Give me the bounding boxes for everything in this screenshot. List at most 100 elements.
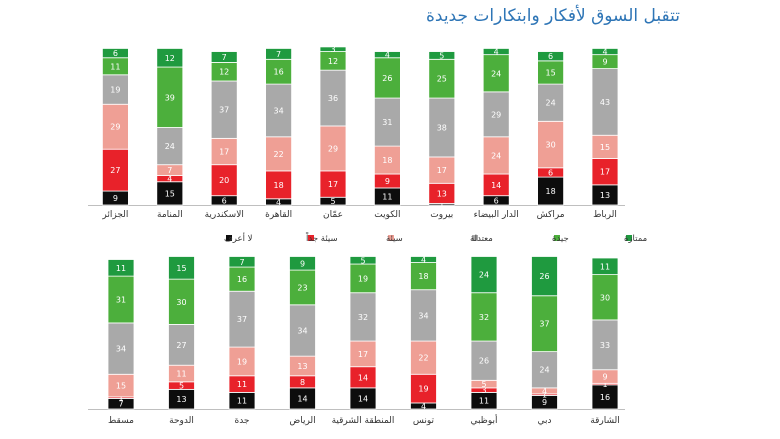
- data-label: 4: [602, 48, 607, 57]
- data-label: 34: [274, 106, 284, 115]
- category-label: الجزائر: [101, 210, 128, 220]
- bar-تونس: 4 19 22 34 18 4: [410, 256, 437, 411]
- data-label: 11: [600, 262, 610, 271]
- data-label: 4: [421, 256, 426, 265]
- data-label: 6: [548, 52, 553, 61]
- legend-item: معتدلة: [470, 234, 493, 244]
- data-label: 18: [546, 187, 556, 196]
- data-label: 7: [276, 50, 281, 59]
- data-label: 43: [600, 98, 610, 107]
- chart-1: 1317154394الرباط1863024156مراكش614242924…: [88, 45, 625, 220]
- category-label: أبوظبي: [470, 414, 497, 426]
- data-label: 31: [116, 296, 126, 305]
- data-label: 1: [118, 394, 123, 403]
- data-label: 13: [297, 362, 307, 371]
- data-label: 23: [297, 283, 307, 292]
- bar-segment: [373, 97, 401, 147]
- data-label: 4: [494, 48, 499, 57]
- data-label: 17: [600, 168, 610, 177]
- bar-segment: [156, 66, 184, 128]
- category-label: مسقط: [108, 416, 134, 426]
- data-label: 38: [437, 124, 447, 133]
- data-label: 12: [328, 57, 338, 66]
- bar-segment: [228, 346, 256, 377]
- chart-title: تتقبل السوق لأفكار وابتكارات جديدة: [425, 6, 680, 26]
- data-label: 37: [219, 106, 229, 115]
- data-label: 30: [176, 298, 186, 307]
- data-label: 5: [439, 51, 444, 60]
- category-label: دبي: [537, 416, 551, 426]
- data-label: 18: [382, 156, 392, 165]
- data-label: 1: [602, 380, 607, 389]
- bar-segment: [482, 54, 510, 93]
- data-label: 32: [358, 313, 368, 322]
- bar-segment: [470, 256, 498, 294]
- data-label: 14: [491, 181, 501, 190]
- data-label: 7: [118, 400, 123, 409]
- bar-segment: [410, 256, 437, 263]
- legend-item: جيدة: [552, 234, 569, 244]
- bar-segment: [470, 340, 498, 381]
- data-label: 6: [222, 196, 227, 205]
- bar-segment: [107, 259, 135, 277]
- legend-label: سيئة جداً: [305, 231, 338, 244]
- data-label: 9: [542, 398, 547, 407]
- data-label: 32: [479, 313, 489, 322]
- data-label: 30: [546, 141, 556, 150]
- data-label: 14: [358, 394, 368, 403]
- data-label: 24: [539, 366, 549, 375]
- category-label: الشارقة: [590, 416, 620, 426]
- data-label: 11: [237, 380, 247, 389]
- data-label: 11: [237, 397, 247, 406]
- data-label: 16: [237, 275, 247, 284]
- data-label: 36: [328, 94, 338, 103]
- data-label: 26: [479, 357, 489, 366]
- category-label: جدة: [234, 416, 249, 426]
- legend-label: ممتازة: [624, 234, 647, 244]
- bar-segment: [410, 373, 437, 404]
- bar-segment: [107, 275, 135, 324]
- bar-segment: [537, 120, 564, 169]
- bar-segment: [591, 158, 619, 186]
- data-label: 15: [600, 143, 610, 152]
- data-label: 29: [328, 144, 338, 153]
- bar-segment: [289, 269, 316, 306]
- data-label: 9: [113, 194, 118, 203]
- bar-segment: [537, 51, 564, 62]
- data-label: 13: [176, 395, 186, 404]
- data-label: 17: [328, 180, 338, 189]
- data-label: 17: [358, 350, 368, 359]
- data-label: 26: [382, 74, 392, 83]
- data-label: 7: [222, 53, 227, 62]
- bar-segment: [591, 384, 619, 410]
- data-label: 29: [110, 123, 120, 132]
- bar-segment: [428, 156, 456, 184]
- category-label: القاهرة: [265, 210, 292, 220]
- data-label: 9: [385, 177, 390, 186]
- legend-swatch: [554, 235, 560, 241]
- bar-الجزائر: 9 27 29 19 11 6: [102, 48, 129, 206]
- category-label: الدار البيضاء: [474, 210, 519, 220]
- bar-segment: [210, 80, 238, 139]
- category-label: تونس: [413, 416, 435, 426]
- bar-segment: [482, 48, 510, 56]
- bar-الاسكندرية: 6 20 17 37 12 7: [210, 51, 238, 206]
- category-label: الاسكندرية: [205, 210, 244, 220]
- data-label: 4: [542, 387, 547, 396]
- category-label: الرياض: [289, 416, 315, 426]
- category-label: بيروت: [430, 210, 453, 220]
- bar-الشارقة: 16 19 33 30 11: [591, 257, 619, 410]
- bar-segment: [591, 68, 619, 136]
- data-label: 15: [546, 68, 556, 77]
- bar-دبي: 914 24 37 26: [531, 256, 558, 410]
- data-label: 5: [330, 197, 335, 206]
- data-label: 22: [274, 150, 284, 159]
- legend-swatch: [472, 235, 478, 241]
- bar-segment: [482, 91, 510, 138]
- bar-segment: [373, 145, 401, 175]
- data-label: 9: [300, 259, 305, 268]
- legend-label: معتدلة: [470, 234, 493, 244]
- legend-item: ممتازة: [624, 234, 647, 244]
- data-label: 4: [421, 402, 426, 411]
- bar-القاهرة: 4 18 22 34 16 7: [265, 48, 293, 207]
